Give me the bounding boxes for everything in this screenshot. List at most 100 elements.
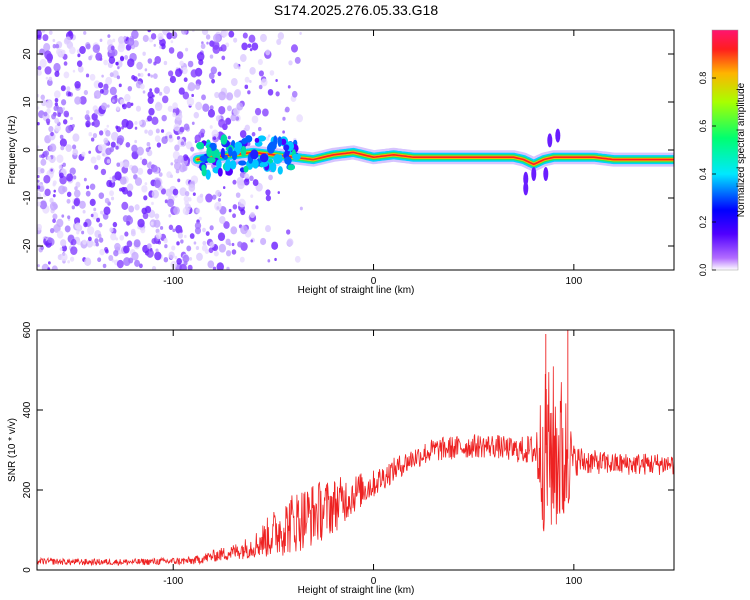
noise-blob (64, 225, 71, 233)
noise-blob (168, 213, 172, 218)
noise-blob (201, 94, 206, 101)
noise-blob (174, 255, 178, 260)
noise-blob (294, 56, 301, 64)
noise-blob (195, 245, 200, 250)
bottom-x-ticks: -100 0 100 (163, 330, 583, 587)
noise-blob (231, 242, 235, 247)
noise-blob (164, 135, 168, 139)
noise-blob (146, 141, 151, 147)
noise-blob (195, 101, 203, 111)
noise-blob (66, 86, 71, 92)
noise-blob (109, 176, 112, 180)
noise-blob (187, 264, 193, 270)
ridge-blob (277, 136, 282, 147)
noise-blob (86, 226, 95, 235)
noise-blob (127, 190, 133, 197)
noise-blob (134, 204, 140, 211)
noise-blob (147, 73, 151, 77)
noise-blob (101, 102, 108, 110)
noise-blob (83, 90, 88, 96)
noise-blob (249, 212, 256, 219)
noise-blob (102, 263, 107, 269)
noise-blob (97, 257, 102, 263)
noise-blob (158, 45, 162, 49)
noise-blob (172, 228, 176, 233)
noise-blob (50, 168, 53, 172)
noise-blob (72, 133, 80, 142)
noise-blob (236, 102, 244, 111)
noise-blob (143, 195, 148, 201)
noise-blob (54, 102, 58, 107)
ridge-blob (243, 165, 249, 173)
colorbar: 0.0 0.2 0.4 0.6 0.8 Normalized spectral ampl… (698, 29, 747, 276)
noise-blob (98, 192, 105, 199)
noise-blob (94, 109, 99, 115)
noise-blob (287, 85, 291, 89)
noise-blob (69, 256, 75, 262)
disturbance-blob (523, 171, 529, 186)
noise-blob (250, 239, 254, 243)
noise-blob (88, 150, 92, 154)
noise-blob (211, 78, 216, 84)
noise-blob (70, 241, 74, 245)
noise-blob (47, 261, 51, 265)
noise-blob (37, 65, 42, 71)
noise-blob (182, 154, 189, 161)
top-y-tick-label: -20 (22, 238, 33, 253)
noise-blob (196, 51, 205, 62)
noise-blob (124, 93, 131, 102)
noise-blob (150, 74, 154, 78)
noise-blob (148, 107, 155, 116)
noise-blob (101, 74, 104, 78)
noise-blob (173, 123, 180, 132)
noise-blob (90, 137, 95, 142)
noise-blob (186, 97, 195, 107)
noise-blob (140, 83, 145, 90)
ridge-blob (252, 159, 259, 169)
noise-blob (249, 80, 252, 84)
noise-blob (40, 99, 47, 107)
noise-blob (179, 187, 187, 196)
noise-blob (111, 99, 115, 103)
noise-blob (45, 100, 53, 109)
noise-blob (163, 86, 171, 95)
noise-blob (228, 30, 235, 38)
noise-blob (172, 112, 177, 118)
noise-blob (276, 38, 282, 45)
ridge-blob (206, 157, 216, 164)
top-y-tick-label: 20 (22, 48, 33, 60)
ridge-blob (217, 167, 223, 177)
noise-blob (140, 227, 146, 234)
noise-blob (232, 179, 237, 185)
noise-blob (177, 232, 183, 239)
noise-blob (227, 135, 231, 140)
noise-blob (112, 221, 118, 228)
noise-blob (142, 34, 149, 43)
noise-blob (205, 34, 211, 40)
noise-blob (124, 231, 129, 237)
noise-blob (56, 154, 64, 164)
noise-blob (169, 75, 177, 84)
noise-blob (226, 92, 234, 101)
noise-blob (94, 164, 99, 170)
noise-blob (37, 145, 40, 149)
noise-blob (147, 30, 152, 33)
noise-blob (60, 252, 68, 262)
noise-blob (86, 185, 90, 190)
noise-blob (193, 241, 197, 245)
noise-blob (111, 49, 118, 57)
ridge-blob (228, 146, 233, 157)
noise-blob (238, 198, 246, 208)
top-y-tick-label: 10 (22, 96, 33, 108)
noise-blob (55, 43, 60, 49)
noise-blob (217, 71, 222, 77)
noise-blob (54, 90, 61, 99)
noise-blob (99, 38, 103, 42)
noise-blob (218, 105, 226, 115)
noise-blob (119, 176, 127, 185)
disturbance-blob (523, 181, 529, 196)
noise-blob (154, 251, 162, 261)
noise-blob (183, 234, 187, 239)
noise-blob (225, 117, 232, 125)
noise-blob (147, 115, 153, 122)
